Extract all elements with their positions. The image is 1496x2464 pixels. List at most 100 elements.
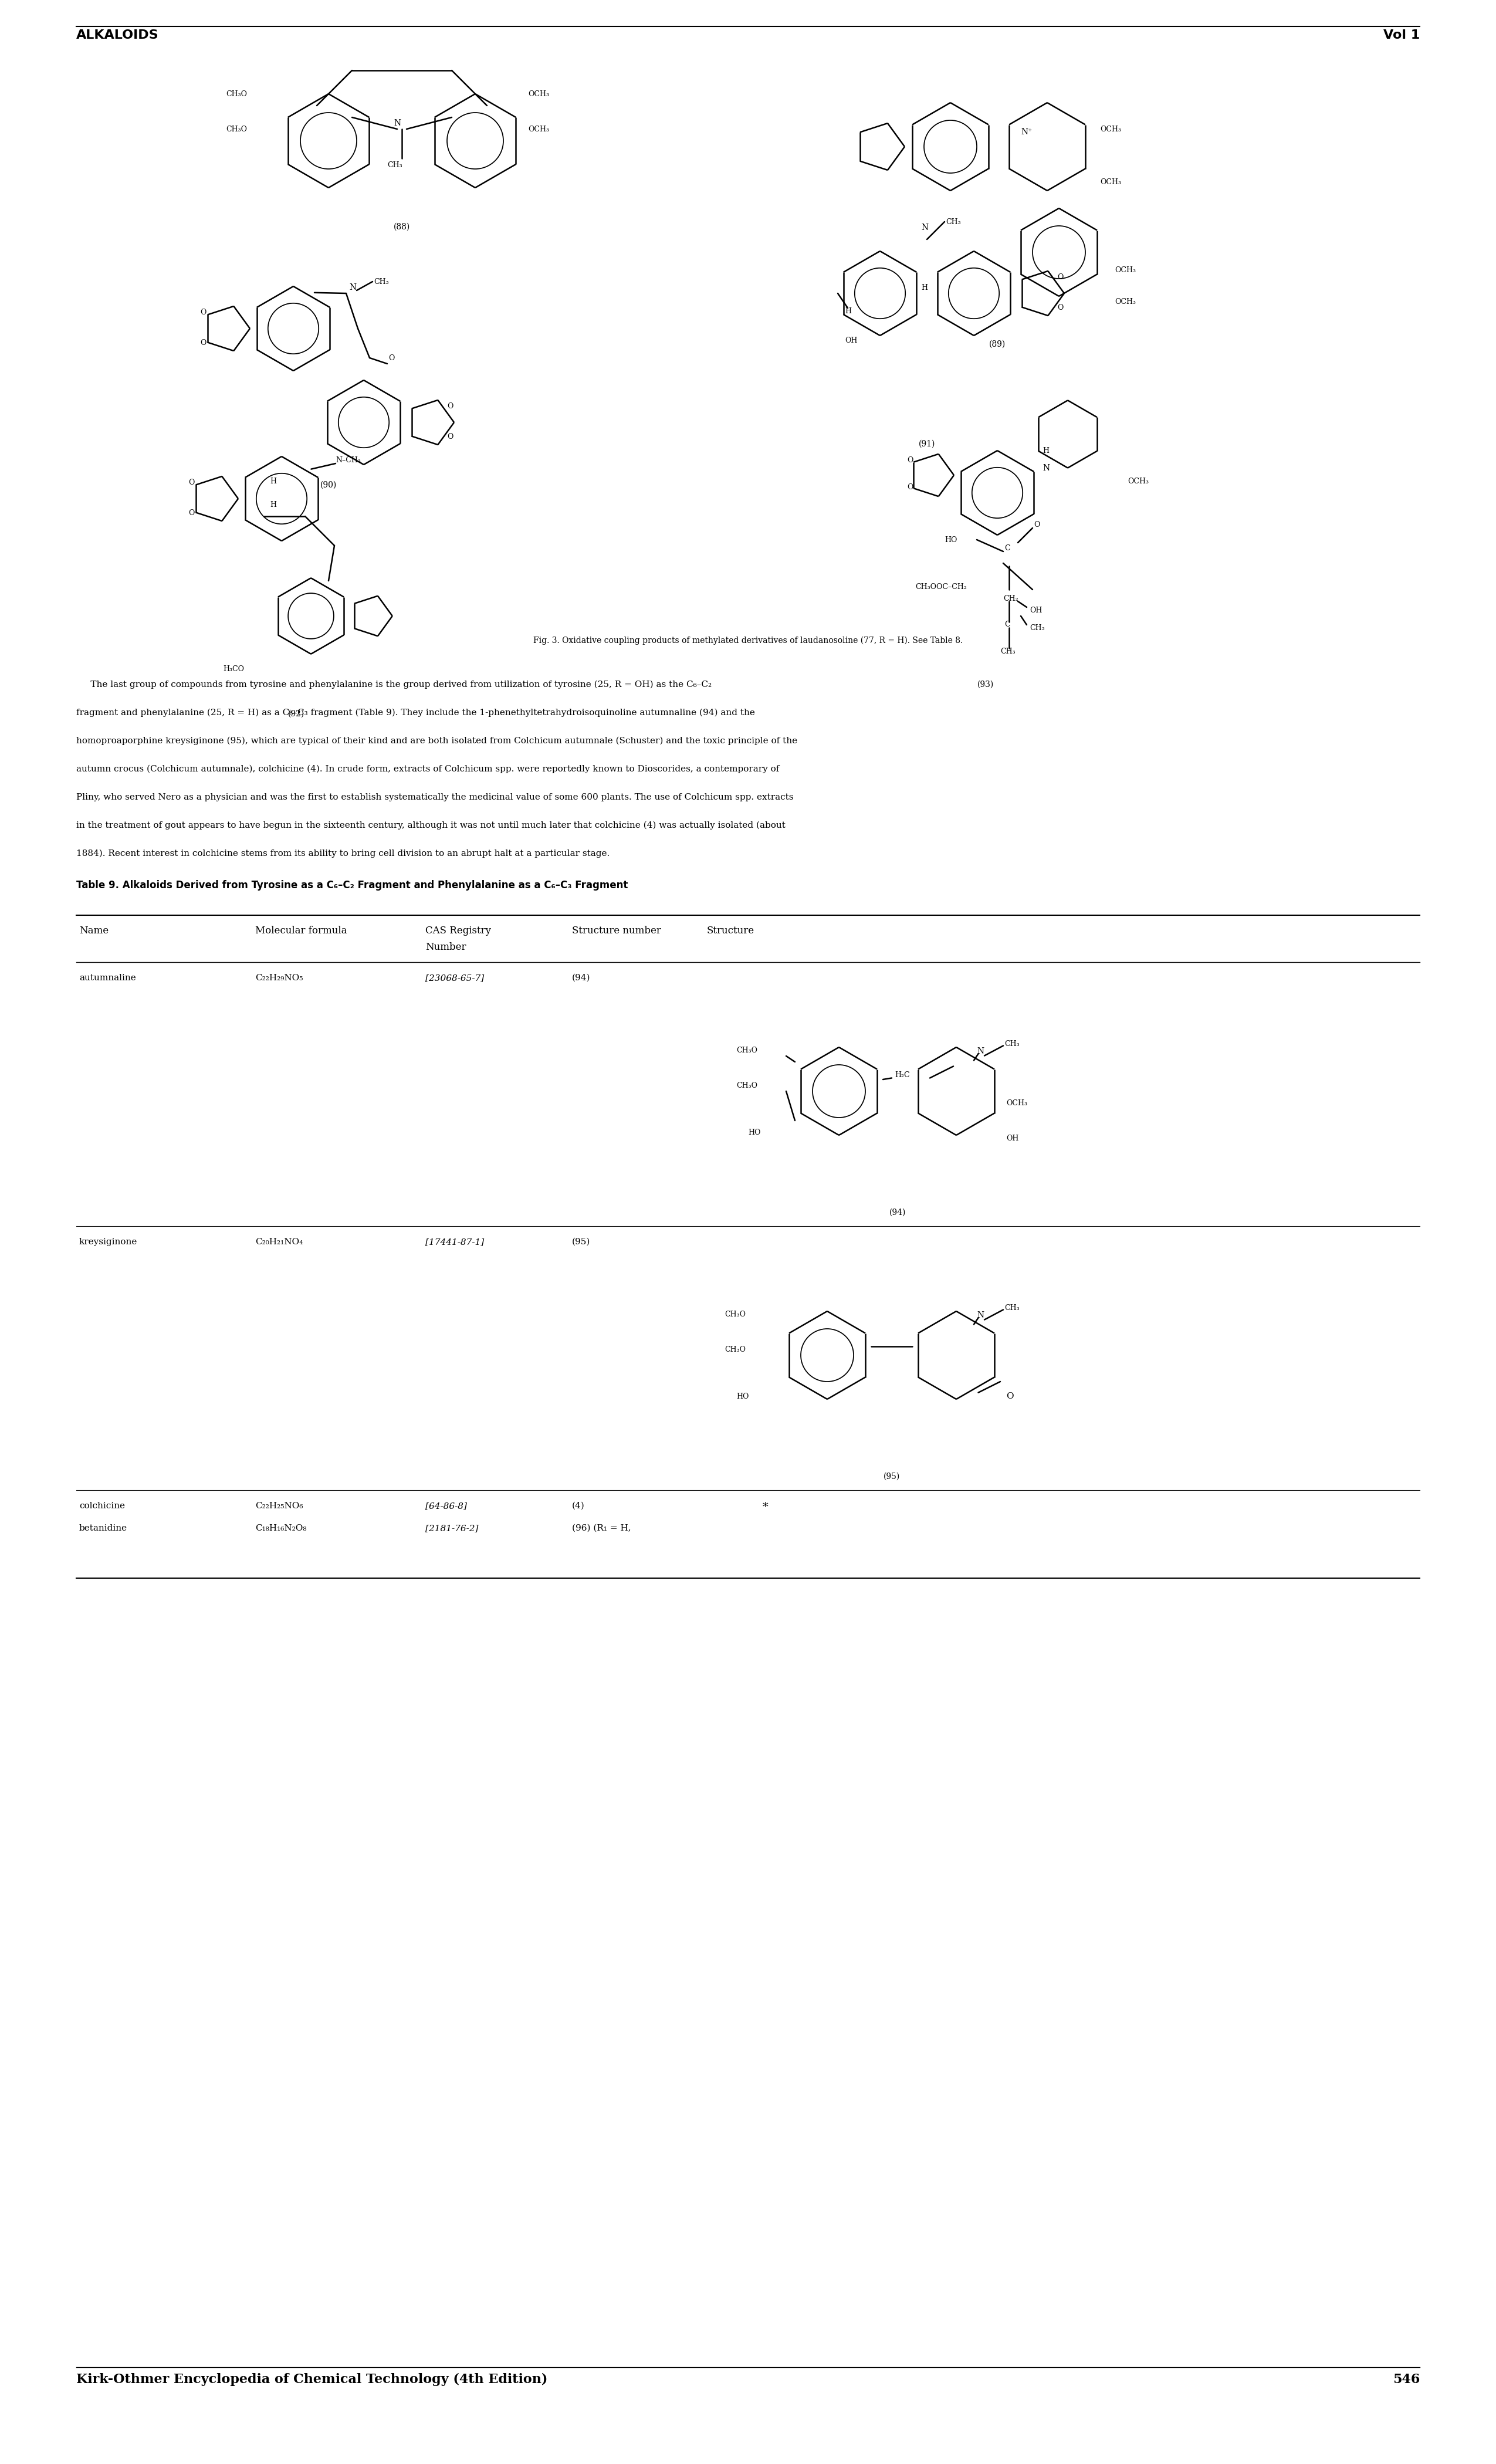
Text: Pliny, who served Nero as a physician and was the first to establish systematica: Pliny, who served Nero as a physician an… — [76, 793, 793, 801]
Text: 546: 546 — [1393, 2373, 1420, 2385]
Text: O: O — [447, 402, 453, 409]
Text: H: H — [1043, 446, 1049, 453]
Text: CAS Registry: CAS Registry — [425, 926, 491, 936]
Text: colchicine: colchicine — [79, 1503, 126, 1510]
Text: CH₃O: CH₃O — [736, 1047, 757, 1055]
Text: (89): (89) — [989, 340, 1005, 347]
Text: CH₃O: CH₃O — [736, 1082, 757, 1089]
Text: Kirk-Othmer Encyclopedia of Chemical Technology (4th Edition): Kirk-Othmer Encyclopedia of Chemical Tec… — [76, 2373, 548, 2385]
Text: CH₃OOC–CH₂: CH₃OOC–CH₂ — [916, 584, 966, 591]
Text: CH₃: CH₃ — [945, 217, 960, 227]
Text: CH₃O: CH₃O — [226, 126, 247, 133]
Text: autumnaline: autumnaline — [79, 973, 136, 983]
Text: (92): (92) — [287, 710, 305, 717]
Text: CH₃O: CH₃O — [724, 1345, 745, 1353]
Text: O: O — [1007, 1392, 1014, 1400]
Text: (95): (95) — [884, 1473, 901, 1481]
Text: *: * — [763, 1503, 769, 1513]
Text: N: N — [977, 1311, 984, 1321]
Text: O: O — [200, 308, 206, 315]
Text: O: O — [389, 355, 395, 362]
Text: homoproaporphine kreysiginone (95), which are typical of their kind and are both: homoproaporphine kreysiginone (95), whic… — [76, 737, 797, 744]
Text: N: N — [349, 283, 356, 291]
Text: OCH₃: OCH₃ — [528, 91, 549, 99]
Text: fragment and phenylalanine (25, R = H) as a C₆–C₃ fragment (Table 9). They inclu: fragment and phenylalanine (25, R = H) a… — [76, 710, 755, 717]
Text: 1884). Recent interest in colchicine stems from its ability to bring cell divisi: 1884). Recent interest in colchicine ste… — [76, 850, 610, 857]
Text: OCH₃: OCH₃ — [528, 126, 549, 133]
Text: CH₃: CH₃ — [1004, 1303, 1019, 1311]
Text: C₂₂H₂₉NO₅: C₂₂H₂₉NO₅ — [256, 973, 304, 983]
Text: [23068-65-7]: [23068-65-7] — [425, 973, 485, 983]
Text: Molecular formula: Molecular formula — [256, 926, 347, 936]
Text: CH₃: CH₃ — [387, 160, 402, 170]
Text: (94): (94) — [889, 1207, 907, 1217]
Text: ALKALOIDS: ALKALOIDS — [76, 30, 159, 42]
Text: O: O — [907, 456, 913, 463]
Text: (4): (4) — [571, 1503, 585, 1510]
Text: CH₃: CH₃ — [1001, 648, 1016, 655]
Text: N–CH₃: N–CH₃ — [335, 456, 361, 463]
Text: OH: OH — [1029, 606, 1043, 614]
Text: Vol 1: Vol 1 — [1384, 30, 1420, 42]
Text: The last group of compounds from tyrosine and phenylalanine is the group derived: The last group of compounds from tyrosin… — [76, 680, 712, 690]
Text: N: N — [922, 224, 928, 232]
Text: [17441-87-1]: [17441-87-1] — [425, 1237, 485, 1247]
Text: HO: HO — [748, 1129, 760, 1136]
Text: (96) (R₁ = H,: (96) (R₁ = H, — [571, 1525, 631, 1533]
Text: O: O — [447, 434, 453, 441]
Text: H: H — [922, 283, 928, 291]
Text: CH₃: CH₃ — [1004, 1040, 1019, 1047]
Text: N: N — [977, 1047, 984, 1055]
Text: O: O — [1058, 303, 1064, 313]
Text: C: C — [1004, 545, 1010, 552]
Text: Number: Number — [425, 941, 467, 951]
Text: HO: HO — [944, 537, 957, 545]
Text: (90): (90) — [320, 480, 337, 490]
Text: N: N — [1043, 463, 1050, 473]
Text: kreysiginone: kreysiginone — [79, 1237, 138, 1247]
Text: O: O — [188, 510, 194, 517]
Text: H: H — [269, 478, 277, 485]
Text: HO: HO — [736, 1392, 749, 1400]
Text: H₃CO: H₃CO — [223, 665, 244, 673]
Text: (91): (91) — [919, 441, 935, 448]
Text: betanidine: betanidine — [79, 1525, 127, 1533]
Text: [2181-76-2]: [2181-76-2] — [425, 1525, 479, 1533]
Text: (88): (88) — [393, 222, 410, 232]
Text: OCH₃: OCH₃ — [1100, 126, 1121, 133]
Text: CH₃O: CH₃O — [724, 1311, 745, 1318]
Text: OH: OH — [845, 338, 857, 345]
Text: H₂C: H₂C — [895, 1072, 910, 1079]
Text: O: O — [1058, 274, 1064, 281]
Text: OCH₃: OCH₃ — [1100, 177, 1121, 185]
Text: (95): (95) — [571, 1237, 591, 1247]
Text: O: O — [200, 340, 206, 347]
Text: Name: Name — [79, 926, 109, 936]
Text: OCH₃: OCH₃ — [1115, 298, 1135, 306]
Text: C₁₈H₁₆N₂O₈: C₁₈H₁₆N₂O₈ — [256, 1525, 307, 1533]
Text: C: C — [1004, 621, 1010, 628]
Text: H: H — [269, 500, 277, 508]
Text: autumn crocus (Colchicum autumnale), colchicine (4). In crude form, extracts of : autumn crocus (Colchicum autumnale), col… — [76, 764, 779, 774]
Text: OH: OH — [1007, 1133, 1019, 1141]
Text: C₂₀H₂₁NO₄: C₂₀H₂₁NO₄ — [256, 1237, 302, 1247]
Text: Structure number: Structure number — [571, 926, 661, 936]
Text: in the treatment of gout appears to have begun in the sixteenth century, althoug: in the treatment of gout appears to have… — [76, 821, 785, 830]
Text: (93): (93) — [977, 680, 993, 690]
Text: CH₃O: CH₃O — [226, 91, 247, 99]
Text: CH₃: CH₃ — [374, 278, 389, 286]
Text: N: N — [393, 118, 401, 128]
Text: [64-86-8]: [64-86-8] — [425, 1503, 467, 1510]
Text: Table 9. Alkaloids Derived from Tyrosine as a C₆–C₂ Fragment and Phenylalanine a: Table 9. Alkaloids Derived from Tyrosine… — [76, 880, 628, 890]
Text: CH₂: CH₂ — [1004, 594, 1019, 601]
Text: OCH₃: OCH₃ — [1115, 266, 1135, 274]
Text: CH₃: CH₃ — [1029, 623, 1044, 631]
Text: Structure: Structure — [708, 926, 754, 936]
Text: (94): (94) — [571, 973, 591, 983]
Text: O: O — [907, 483, 913, 490]
Text: C₂₂H₂₅NO₆: C₂₂H₂₅NO₆ — [256, 1503, 304, 1510]
Text: OCH₃: OCH₃ — [1007, 1099, 1028, 1106]
Text: O: O — [188, 478, 194, 485]
Text: O: O — [1034, 522, 1040, 530]
Text: Fig. 3. Oxidative coupling products of methylated derivatives of laudanosoline (: Fig. 3. Oxidative coupling products of m… — [533, 636, 963, 646]
